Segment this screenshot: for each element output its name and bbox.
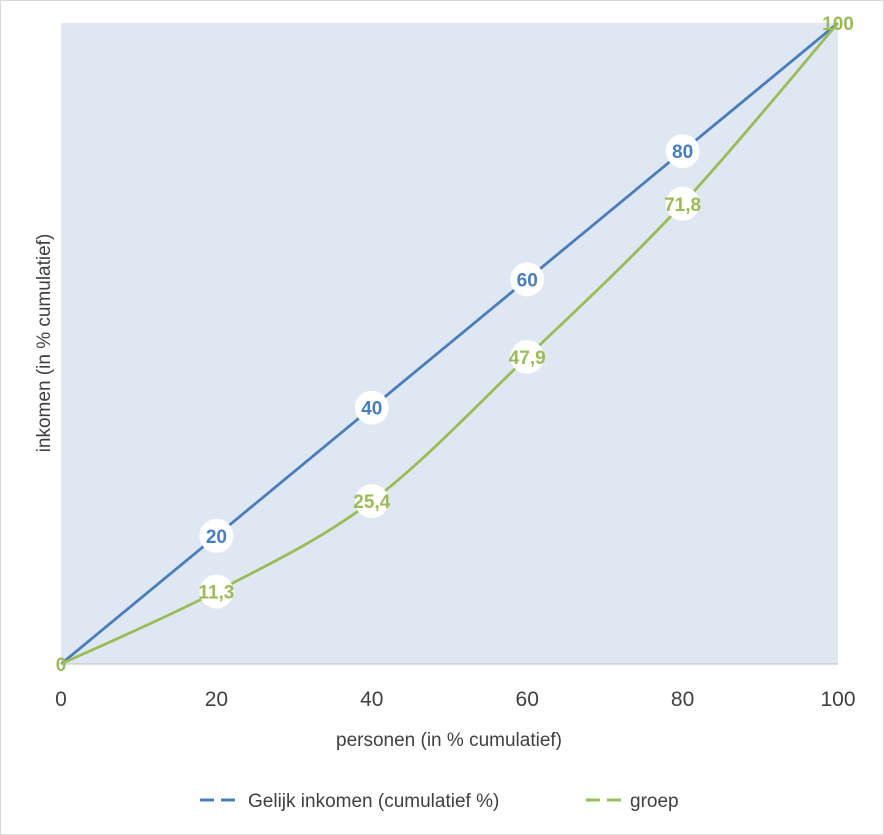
x-tick-label-80: 80 [671, 688, 694, 711]
data-label-s1-p0: 0 [56, 655, 67, 676]
legend-label-groep: groep [630, 791, 679, 812]
data-label-bg-s1-p3 [510, 339, 545, 374]
data-label-s1-p4: 71,8 [664, 195, 701, 216]
data-label-bg-s0-p2 [354, 390, 389, 425]
legend-label-gelijk: Gelijk inkomen (cumulatief %) [248, 791, 499, 812]
data-label-s0-p3: 60 [517, 270, 538, 291]
data-label-s1-p1: 11,3 [198, 583, 234, 604]
data-label-bg-s1-p1 [199, 574, 234, 609]
x-tick-label-20: 20 [205, 688, 228, 711]
x-tick-label-0: 0 [55, 688, 67, 711]
y-axis-title: inkomen (in % cumulatief) [34, 234, 55, 453]
series-line-0 [60, 21, 839, 666]
x-tick-label-100: 100 [820, 688, 855, 711]
data-label-bg-s0-p1 [199, 518, 234, 553]
data-label-s0-p1: 20 [206, 527, 227, 548]
data-label-s1-p2: 25,4 [353, 492, 390, 513]
data-label-s1-p3: 47,9 [509, 348, 546, 369]
x-tick-label-60: 60 [516, 688, 539, 711]
data-label-s0-p4: 80 [672, 142, 693, 163]
data-label-s0-p2: 40 [361, 399, 382, 420]
data-label-bg-s1-p2 [354, 484, 389, 519]
x-tick-label-40: 40 [360, 688, 383, 711]
data-label-layer: 20 40 60 80 0 11,3 25,4 47,9 71,8 100 [56, 14, 854, 676]
x-axis-title: personen (in % cumulatief) [336, 730, 562, 751]
legend: Gelijk inkomen (cumulatief %) groep [200, 791, 679, 812]
data-label-bg-s0-p4 [665, 134, 700, 169]
data-label-bg-s0-p3 [510, 262, 545, 297]
data-label-bg-s1-p4 [665, 186, 700, 221]
data-label-s1-p5: 100 [822, 14, 854, 35]
x-tick-labels: 0 20 40 60 80 100 [55, 688, 855, 711]
